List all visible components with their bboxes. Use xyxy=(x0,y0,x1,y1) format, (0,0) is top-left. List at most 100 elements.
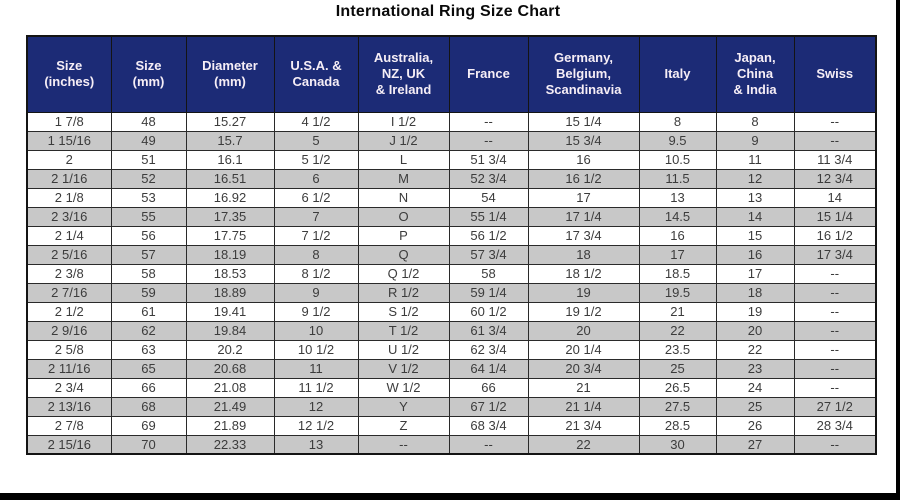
table-cell: 66 xyxy=(110,377,187,398)
table-row: 2 3/8 58 18.53 8 1/2 Q 1/2 58 18 1/2 18.5 17 -- xyxy=(26,263,877,284)
table-cell: 8 xyxy=(638,111,717,132)
table-cell: 2 9/16 xyxy=(26,320,112,341)
table-row: 2 1/4 56 17.75 7 1/2 P 56 1/2 17 3/4 16 15 16 1/2 xyxy=(26,225,877,246)
table-cell: O xyxy=(357,206,450,227)
column-header: Japan, China & India xyxy=(715,35,795,113)
table-cell: 11 1/2 xyxy=(273,377,359,398)
table-cell: 14 xyxy=(715,206,795,227)
table-cell: 2 5/16 xyxy=(26,244,112,265)
table-cell: 11 3/4 xyxy=(793,149,877,170)
table-cell: 22 xyxy=(527,434,640,455)
table-cell: 14 xyxy=(793,187,877,208)
ring-size-table: Size (inches) Size (mm) Diameter (mm) U.S.A… xyxy=(26,35,877,455)
table-cell: 26 xyxy=(715,415,795,436)
table-cell: 27 1/2 xyxy=(793,396,877,417)
table-cell: 17 xyxy=(715,263,795,284)
table-cell: -- xyxy=(793,130,877,151)
table-cell: 10.5 xyxy=(638,149,717,170)
table-cell: 8 xyxy=(715,111,795,132)
table-cell: 18 xyxy=(527,244,640,265)
table-cell: 2 3/16 xyxy=(26,206,112,227)
column-header: Size (mm) xyxy=(110,35,187,113)
table-cell: 25 xyxy=(638,358,717,379)
table-row: 2 7/16 59 18.89 9 R 1/2 59 1/4 19 19.5 18 -- xyxy=(26,282,877,303)
table-cell: 48 xyxy=(110,111,187,132)
table-cell: -- xyxy=(448,111,529,132)
table-cell: 19.84 xyxy=(185,320,275,341)
table-cell: 2 1/8 xyxy=(26,187,112,208)
table-row: 2 1/2 61 19.41 9 1/2 S 1/2 60 1/2 19 1/2 21 19 -- xyxy=(26,301,877,322)
column-header: U.S.A. & Canada xyxy=(273,35,359,113)
table-cell: 12 3/4 xyxy=(793,168,877,189)
table-cell: 18.89 xyxy=(185,282,275,303)
table-row: 2 1/16 52 16.51 6 M 52 3/4 16 1/2 11.5 12 12 3/4 xyxy=(26,168,877,189)
table-row: 2 13/16 68 21.49 12 Y 67 1/2 21 1/4 27.5 25 27 1/… xyxy=(26,396,877,417)
table-cell: 20 xyxy=(527,320,640,341)
table-cell: 67 1/2 xyxy=(448,396,529,417)
table-cell: 21 1/4 xyxy=(527,396,640,417)
column-header: Diameter (mm) xyxy=(185,35,275,113)
table-cell: 15 1/4 xyxy=(527,111,640,132)
table-cell: 28 3/4 xyxy=(793,415,877,436)
table-cell: 61 xyxy=(110,301,187,322)
table-cell: T 1/2 xyxy=(357,320,450,341)
table-cell: 55 1/4 xyxy=(448,206,529,227)
table-cell: -- xyxy=(793,111,877,132)
table-cell: 59 xyxy=(110,282,187,303)
table-cell: P xyxy=(357,225,450,246)
table-cell: 9 1/2 xyxy=(273,301,359,322)
table-row: 2 9/16 62 19.84 10 T 1/2 61 3/4 20 22 20 -- xyxy=(26,320,877,341)
table-cell: -- xyxy=(793,339,877,360)
table-cell: 22 xyxy=(715,339,795,360)
table-cell: 21 xyxy=(527,377,640,398)
table-cell: U 1/2 xyxy=(357,339,450,360)
table-cell: 16 xyxy=(638,225,717,246)
table-cell: 2 3/8 xyxy=(26,263,112,284)
table-cell: -- xyxy=(793,320,877,341)
table-cell: 21 xyxy=(638,301,717,322)
table-cell: Z xyxy=(357,415,450,436)
table-cell: Q xyxy=(357,244,450,265)
table-cell: 21.08 xyxy=(185,377,275,398)
table-row: 1 15/16 49 15.7 5 J 1/2 -- 15 3/4 9.5 9 -- xyxy=(26,130,877,151)
table-cell: 2 1/16 xyxy=(26,168,112,189)
table-cell: 59 1/4 xyxy=(448,282,529,303)
table-cell: L xyxy=(357,149,450,170)
table-cell: -- xyxy=(448,130,529,151)
column-header: Size (inches) xyxy=(26,35,112,113)
table-cell: 22 xyxy=(638,320,717,341)
table-cell: 17 3/4 xyxy=(793,244,877,265)
column-header: Australia, NZ, UK & Ireland xyxy=(357,35,450,113)
table-cell: 68 xyxy=(110,396,187,417)
table-cell: 2 5/8 xyxy=(26,339,112,360)
table-cell: 20 1/4 xyxy=(527,339,640,360)
table-cell: 49 xyxy=(110,130,187,151)
table-cell: M xyxy=(357,168,450,189)
table-cell: 28.5 xyxy=(638,415,717,436)
table-cell: S 1/2 xyxy=(357,301,450,322)
table-cell: 27.5 xyxy=(638,396,717,417)
table-cell: Y xyxy=(357,396,450,417)
table-cell: 5 xyxy=(273,130,359,151)
table-cell: 58 xyxy=(110,263,187,284)
table-cell: 66 xyxy=(448,377,529,398)
table-cell: 13 xyxy=(273,434,359,455)
table-cell: -- xyxy=(793,263,877,284)
table-cell: 17.35 xyxy=(185,206,275,227)
table-cell: 18 1/2 xyxy=(527,263,640,284)
table-cell: 51 3/4 xyxy=(448,149,529,170)
table-cell: 7 xyxy=(273,206,359,227)
table-cell: 4 1/2 xyxy=(273,111,359,132)
table-cell: 21.89 xyxy=(185,415,275,436)
table-cell: I 1/2 xyxy=(357,111,450,132)
table-cell: 8 1/2 xyxy=(273,263,359,284)
table-cell: 2 7/8 xyxy=(26,415,112,436)
table-cell: 30 xyxy=(638,434,717,455)
table-cell: 16 xyxy=(715,244,795,265)
column-header: Germany, Belgium, Scandinavia xyxy=(527,35,640,113)
table-cell: 51 xyxy=(110,149,187,170)
table-cell: 7 1/2 xyxy=(273,225,359,246)
table-cell: 13 xyxy=(638,187,717,208)
table-cell: 2 15/16 xyxy=(26,434,112,455)
